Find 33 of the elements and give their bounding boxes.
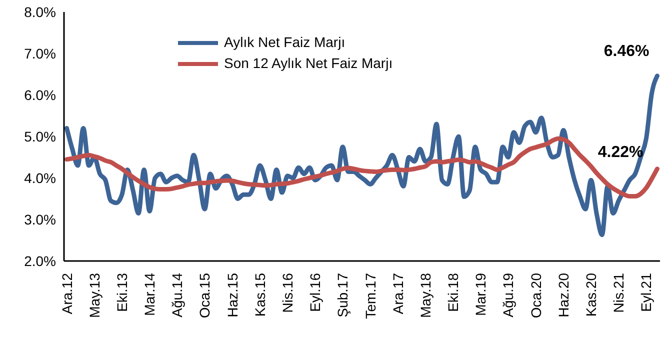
x-tick-label: May.13 <box>86 272 102 318</box>
x-tick-label: Nis.16 <box>280 272 296 313</box>
x-tick-label: Eki.13 <box>114 272 130 312</box>
x-tick-label: Nis.21 <box>610 272 627 313</box>
x-tick-label: Oca.20 <box>528 272 544 318</box>
x-tick-label: Mar.14 <box>142 272 158 316</box>
y-tick-label: 2.0% <box>24 252 56 269</box>
x-tick-label: Ara.17 <box>390 272 406 314</box>
y-tick-label: 4.0% <box>24 170 56 186</box>
legend-label: Son 12 Aylık Net Faiz Marjı <box>224 54 393 73</box>
y-tick-label: 7.0% <box>24 45 56 62</box>
x-tick-label: Ağu.19 <box>500 272 516 318</box>
x-tick-label: May.18 <box>417 272 434 318</box>
x-tick-label: Mar.19 <box>472 272 489 316</box>
x-tick-label: Şub.17 <box>334 272 351 318</box>
y-tick-label: 6.0% <box>24 86 56 103</box>
y-tick-label: 8.0% <box>24 4 56 20</box>
x-tick-label: Haz.20 <box>555 272 572 318</box>
data-label: 6.46% <box>604 42 650 60</box>
x-tick-label: Haz.15 <box>224 272 240 318</box>
x-tick-label: Ara.12 <box>58 272 75 314</box>
line-series <box>64 136 660 199</box>
legend-label: Aylık Net Faiz Marjı <box>224 33 346 52</box>
y-tick-label: 5.0% <box>24 128 56 144</box>
x-tick-label: Eyl.21 <box>638 272 654 312</box>
x-tick-label: Eki.18 <box>445 272 462 312</box>
x-tick-label: Oca.15 <box>196 272 213 318</box>
x-tick-label: Eyl.16 <box>307 272 324 312</box>
x-tick-label: Kas.20 <box>583 272 600 317</box>
x-tick-label: Ağu.14 <box>169 272 186 318</box>
x-tick-label: Kas.15 <box>252 272 268 317</box>
y-tick-label: 3.0% <box>24 211 56 228</box>
x-tick-label: Tem.17 <box>362 272 378 319</box>
